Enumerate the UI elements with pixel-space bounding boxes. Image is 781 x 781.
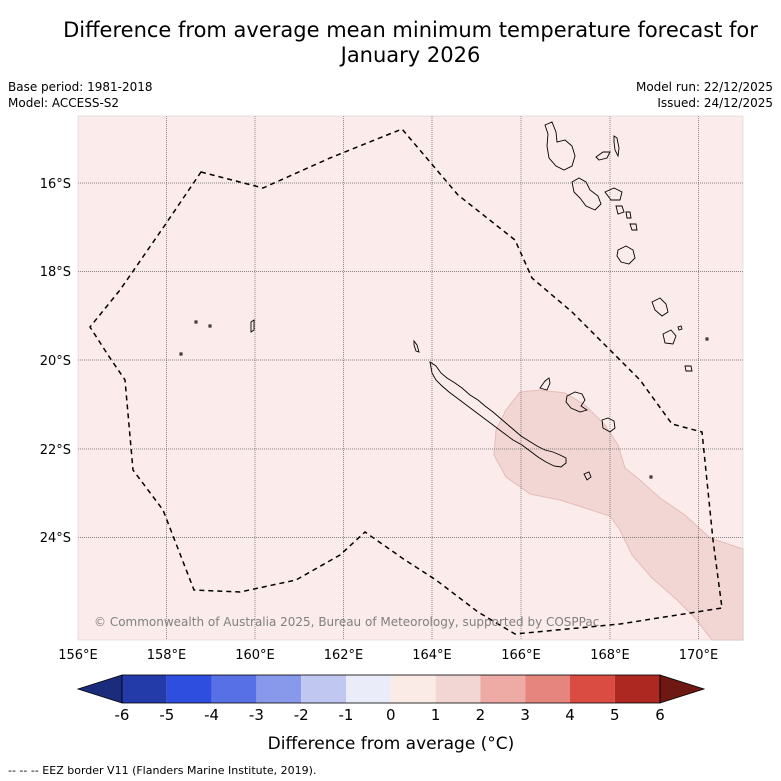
colorbar-tick: 6 xyxy=(655,706,665,724)
coast-new-caledonia xyxy=(429,361,567,468)
coast-epi xyxy=(615,205,625,215)
chart-title: Difference from average mean minimum tem… xyxy=(40,18,781,68)
coast-matthew xyxy=(705,337,709,341)
lon-label: 166°E xyxy=(501,648,541,663)
coast-loyalty-lifou xyxy=(565,391,589,413)
coast-bampton xyxy=(194,320,198,324)
map-frame xyxy=(77,115,744,641)
eez-new-caledonia xyxy=(89,128,723,635)
coast-chesterfield xyxy=(250,319,255,333)
colorbar-extend-low xyxy=(76,674,123,704)
lon-label: 170°E xyxy=(679,648,719,663)
colorbar-segment xyxy=(256,675,302,703)
colorbar-tick: -6 xyxy=(115,706,130,724)
coast-aneityum xyxy=(662,329,677,345)
lon-label: 156°E xyxy=(58,648,98,663)
coast-erromango xyxy=(616,245,636,265)
colorbar-segment xyxy=(211,675,257,703)
coast-reef-a xyxy=(208,324,212,328)
colorbar-tick: -5 xyxy=(159,706,174,724)
issued-date: Issued: 24/12/2025 xyxy=(657,96,773,110)
base-period: Base period: 1981-2018 xyxy=(8,80,153,94)
lon-label: 162°E xyxy=(324,648,364,663)
coast-malekula xyxy=(571,177,602,211)
meta-right: Model run: 22/12/2025 Issued: 24/12/2025 xyxy=(636,79,773,111)
colorbar-tick: 2 xyxy=(476,706,486,724)
coast-tanna xyxy=(651,297,669,317)
colorbar-tick: -3 xyxy=(249,706,264,724)
model-name: Model: ACCESS-S2 xyxy=(8,96,120,110)
meta-left: Base period: 1981-2018 Model: ACCESS-S2 xyxy=(8,79,153,111)
title-line-1: Difference from average mean minimum tem… xyxy=(63,18,758,42)
anomaly-region xyxy=(493,389,744,641)
copyright-text: © Commonwealth of Australia 2025, Bureau… xyxy=(94,615,599,629)
lat-label: 20°S xyxy=(40,354,71,369)
colorbar-label: Difference from average (°C) xyxy=(268,734,515,754)
colorbar-segment xyxy=(570,675,615,703)
colorbar-segment xyxy=(614,675,660,703)
colorbar-outline xyxy=(121,674,661,704)
gridlines xyxy=(78,116,743,640)
lat-label: 18°S xyxy=(40,265,71,280)
colorbar-segment xyxy=(166,675,212,703)
coast-futuna xyxy=(677,325,683,331)
coast-isle-of-pines xyxy=(583,471,592,481)
colorbar: -6 -5 -4 -3 -2 -1 0 1 2 3 4 5 6 Differen… xyxy=(76,674,706,754)
lon-label: 168°E xyxy=(590,648,630,663)
colorbar-tick: 4 xyxy=(565,706,575,724)
colorbar-segment xyxy=(346,675,391,703)
coast-reef-b xyxy=(179,352,183,356)
lat-label: 22°S xyxy=(40,443,71,458)
eez-borders xyxy=(89,128,723,635)
lon-label: 158°E xyxy=(147,648,187,663)
coast-espiritu-santo xyxy=(544,121,576,171)
lon-label: 160°E xyxy=(235,648,275,663)
colorbar-tick: 1 xyxy=(431,706,441,724)
coast-pentecost xyxy=(604,187,623,201)
colorbar-ticks: -6 -5 -4 -3 -2 -1 0 1 2 3 4 5 6 xyxy=(115,706,665,724)
colorbar-tick: 3 xyxy=(520,706,530,724)
coastlines xyxy=(179,121,709,481)
colorbar-segment xyxy=(435,675,481,703)
colorbar-segment xyxy=(525,675,570,703)
lon-axis: 156°E 158°E 160°E 162°E 164°E 166°E 168°… xyxy=(58,648,718,663)
lat-label: 16°S xyxy=(40,177,71,192)
colorbar-segment xyxy=(390,675,436,703)
coast-efate xyxy=(629,223,638,231)
colorbar-segment xyxy=(301,675,346,703)
colorbar-tick: -4 xyxy=(204,706,219,724)
coast-shepherds xyxy=(625,211,632,219)
coast-belep xyxy=(413,339,420,353)
lon-label: 164°E xyxy=(412,648,452,663)
colorbar-tick: 0 xyxy=(386,706,396,724)
title-line-2: January 2026 xyxy=(340,43,481,67)
colorbar-tick: -1 xyxy=(339,706,354,724)
coast-ambae xyxy=(595,151,611,161)
colorbar-extend-high xyxy=(659,674,706,704)
colorbar-segment xyxy=(480,675,526,703)
eez-legend-text: -- -- -- EEZ border V11 (Flanders Marine… xyxy=(8,764,316,777)
model-run: Model run: 22/12/2025 xyxy=(635,80,773,94)
colorbar-segment xyxy=(122,675,167,703)
colorbar-tick: -2 xyxy=(294,706,309,724)
colorbar-tick: 5 xyxy=(610,706,620,724)
lat-axis: 16°S 18°S 20°S 22°S 24°S xyxy=(40,177,71,546)
coast-walpole xyxy=(684,365,693,372)
coast-maewo xyxy=(613,135,620,158)
coast-hunter xyxy=(649,475,653,479)
coast-loyalty-ouvea xyxy=(539,377,551,391)
lat-label: 24°S xyxy=(40,531,71,546)
coast-loyalty-mare xyxy=(601,417,616,433)
